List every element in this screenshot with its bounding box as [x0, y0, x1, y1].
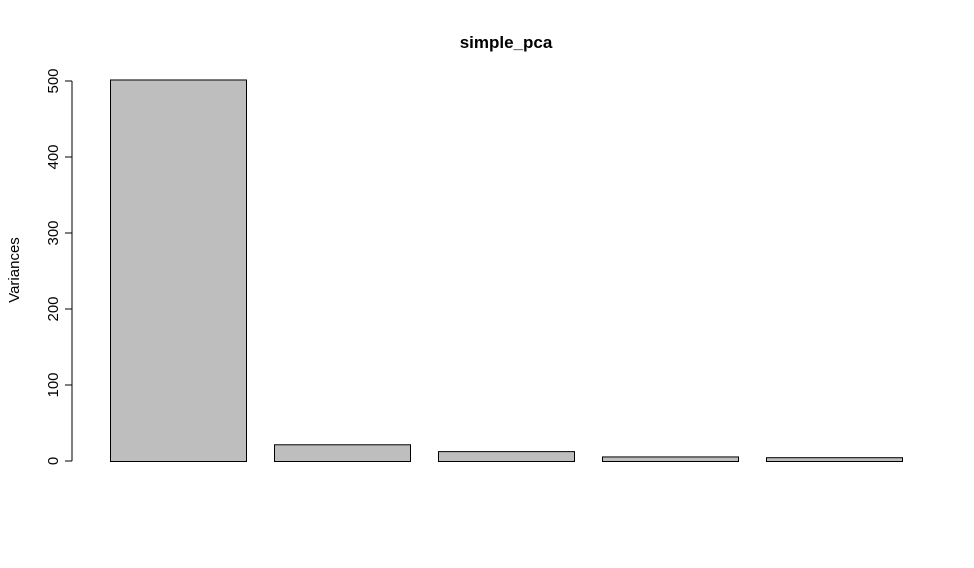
y-axis-label: Variances [6, 237, 23, 303]
y-tick-label: 400 [45, 144, 62, 169]
y-tick-label: 500 [45, 68, 62, 93]
bar-5 [766, 457, 903, 463]
bar-3 [438, 451, 575, 462]
y-tick-label: 300 [45, 220, 62, 245]
y-tick-label: 0 [45, 457, 62, 465]
chart-title: simple_pca [460, 33, 553, 52]
y-tick-label: 200 [45, 296, 62, 321]
bars-group [110, 79, 903, 463]
y-tick-label: 100 [45, 372, 62, 397]
bar-4 [602, 456, 739, 463]
y-axis: 0 100 200 300 400 500 [45, 68, 73, 465]
bar-2 [274, 444, 411, 462]
bar-1 [110, 79, 247, 462]
